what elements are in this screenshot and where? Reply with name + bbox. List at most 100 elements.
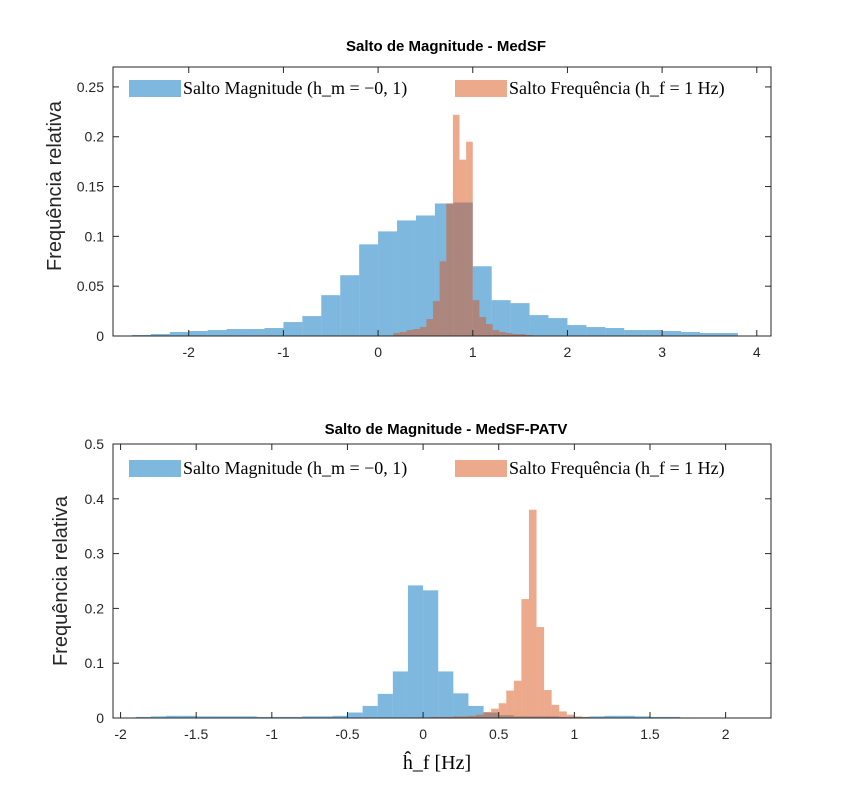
- bar-magnitude: [181, 715, 197, 718]
- bar-frequency: [460, 716, 469, 718]
- y-tick-labels: 0 0.1 0.2 0.3 0.4 0.5: [85, 436, 105, 726]
- axes: [112, 66, 772, 337]
- x-tick-label: 0: [374, 344, 382, 360]
- x-tick-label: -1.5: [184, 726, 208, 742]
- bar-magnitude: [649, 716, 666, 718]
- bar-magnitude: [359, 244, 379, 336]
- chart-medsf-patv: Salto de Magnitude - MedSF-PATV -2 -1.5 -1…: [50, 421, 772, 774]
- x-tick-label: -2: [114, 726, 127, 742]
- bar-frequency: [419, 327, 427, 336]
- bar-magnitude: [589, 716, 605, 718]
- x-tick-label: 0: [419, 726, 427, 742]
- bar-frequency: [492, 330, 500, 336]
- bar-magnitude: [135, 716, 151, 718]
- bar-magnitude: [665, 716, 681, 718]
- bar-frequency: [551, 704, 560, 718]
- legend-label-frequency: Salto Frequência (h_f = 1 Hz): [509, 458, 725, 479]
- bar-frequency: [512, 334, 520, 336]
- bar-magnitude: [317, 716, 333, 718]
- bar-magnitude: [165, 715, 182, 718]
- y-tick-label: 0.05: [77, 278, 104, 294]
- bar-magnitude: [510, 303, 530, 336]
- axes-box: [112, 66, 772, 337]
- bar-frequency: [581, 716, 590, 718]
- bar-magnitude: [604, 715, 620, 718]
- bar-frequency: [536, 627, 545, 718]
- bar-frequency: [446, 203, 453, 336]
- bar-frequency: [459, 159, 467, 336]
- bar-magnitude: [397, 220, 416, 336]
- bar-magnitude: [718, 333, 738, 336]
- chart-title: Salto de Magnitude - MedSF-PATV: [325, 421, 568, 438]
- legend-label-frequency: Salto Frequência (h_f = 1 Hz): [509, 78, 725, 99]
- bar-frequency: [413, 329, 420, 336]
- chart-medsf: Salto de Magnitude - MedSF -2 -1 0 1 2 3 4 0 0.…: [44, 38, 772, 360]
- legend: Salto Magnitude (h_m = −0, 1) Salto Freq…: [129, 458, 725, 479]
- bar-magnitude: [188, 331, 208, 336]
- bar-magnitude: [226, 329, 246, 336]
- bar-frequency: [483, 711, 492, 718]
- bar-magnitude: [624, 330, 644, 336]
- bar-frequency: [544, 690, 552, 718]
- x-tick-labels: -2 -1.5 -1 -0.5 0 0.5 1 1.5 2: [114, 726, 729, 742]
- bar-frequency: [486, 324, 493, 336]
- series-frequency: [407, 509, 598, 718]
- y-tick-label: 0.4: [85, 491, 105, 507]
- legend-label-magnitude: Salto Magnitude (h_m = −0, 1): [183, 458, 407, 479]
- bar-frequency: [426, 319, 434, 336]
- y-tick-label: 0.5: [85, 436, 105, 452]
- bar-magnitude: [245, 329, 265, 336]
- bar-frequency: [445, 716, 454, 718]
- legend-label-magnitude: Salto Magnitude (h_m = −0, 1): [183, 78, 407, 99]
- bar-magnitude: [529, 315, 549, 336]
- bar-frequency: [476, 714, 484, 718]
- bar-magnitude: [271, 716, 287, 718]
- bar-magnitude: [586, 327, 606, 336]
- bar-magnitude: [423, 590, 439, 718]
- axes: [112, 443, 772, 719]
- x-tick-label: 2: [564, 344, 572, 360]
- y-tick-label: 0.15: [77, 179, 104, 195]
- bar-frequency: [479, 317, 487, 336]
- bar-frequency: [513, 680, 522, 718]
- bar-magnitude: [211, 716, 227, 718]
- bar-frequency: [566, 714, 575, 718]
- bar-frequency: [468, 715, 477, 718]
- y-axis-label: Frequência relativa: [50, 495, 72, 666]
- bar-frequency: [521, 599, 529, 718]
- bar-magnitude: [567, 325, 587, 336]
- x-tick-labels: -2 -1 0 1 2 3 4: [183, 344, 761, 360]
- x-tick-label: 3: [658, 344, 666, 360]
- bar-frequency: [519, 334, 526, 336]
- bar-frequency: [399, 332, 407, 336]
- bar-magnitude: [362, 705, 378, 718]
- y-tick-label: 0.25: [77, 79, 104, 95]
- bar-magnitude: [256, 716, 272, 718]
- legend-swatch-magnitude: [129, 460, 181, 477]
- y-tick-label: 0.3: [85, 546, 105, 562]
- y-tick-label: 0: [96, 710, 104, 726]
- x-tick-label: 1: [570, 726, 578, 742]
- bar-magnitude: [150, 716, 166, 718]
- x-tick-label: 1.5: [640, 726, 660, 742]
- bar-magnitude: [169, 332, 189, 336]
- bar-magnitude: [699, 333, 719, 336]
- y-tick-label: 0.2: [85, 129, 105, 145]
- bar-magnitude: [332, 715, 348, 718]
- bar-magnitude: [643, 330, 663, 336]
- bar-magnitude: [321, 295, 341, 336]
- bar-frequency: [528, 509, 537, 718]
- bar-frequency: [438, 716, 446, 718]
- legend-swatch-magnitude: [129, 80, 181, 97]
- bar-magnitude: [453, 693, 469, 718]
- y-tick-label: 0.1: [85, 655, 105, 671]
- x-axis-label: ĥ_f [Hz]: [403, 750, 471, 774]
- x-tick-label: -1: [266, 726, 279, 742]
- bar-magnitude: [196, 716, 212, 718]
- bar-magnitude: [286, 716, 303, 718]
- x-tick-label: -0.5: [335, 726, 359, 742]
- bar-frequency: [393, 333, 400, 336]
- bar-magnitude: [264, 328, 284, 336]
- bar-frequency: [491, 708, 499, 718]
- bar-magnitude: [491, 300, 511, 336]
